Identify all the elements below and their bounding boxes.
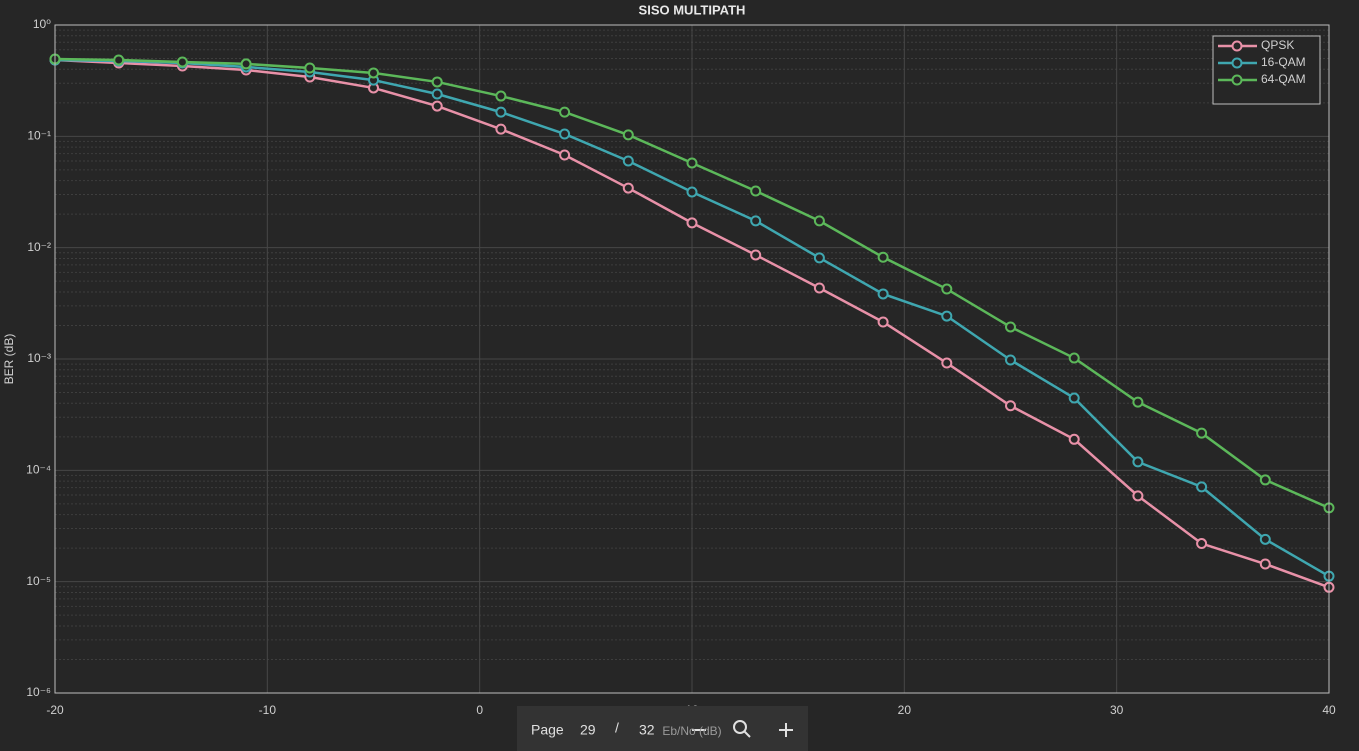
marker bbox=[813, 282, 825, 294]
marker bbox=[750, 185, 762, 197]
y-tick-label: 10⁻⁵ bbox=[26, 574, 51, 588]
page-input[interactable]: 29 bbox=[580, 722, 596, 738]
marker bbox=[559, 128, 571, 140]
marker bbox=[686, 157, 698, 169]
page-toolbar: Page 29 / 32 bbox=[517, 706, 808, 751]
marker bbox=[431, 88, 443, 100]
legend-label: 64-QAM bbox=[1261, 72, 1306, 86]
marker bbox=[1005, 400, 1016, 412]
y-axis-label: BER (dB) bbox=[2, 334, 16, 385]
x-axis-label: Eb/No (dB) bbox=[662, 724, 721, 738]
legend-marker bbox=[1231, 40, 1243, 52]
marker bbox=[813, 252, 825, 264]
x-tick-label: -20 bbox=[46, 703, 64, 717]
y-tick-label: 10⁻³ bbox=[27, 351, 51, 365]
marker bbox=[877, 316, 889, 328]
legend-box bbox=[1212, 35, 1321, 105]
marker bbox=[1259, 558, 1271, 570]
y-tick-label: 10⁻¹ bbox=[27, 129, 51, 143]
marker bbox=[304, 62, 316, 74]
marker bbox=[1068, 433, 1080, 445]
y-tick-label: 10⁰ bbox=[33, 17, 51, 31]
marker bbox=[877, 251, 889, 263]
marker bbox=[1005, 321, 1016, 333]
marker bbox=[1132, 396, 1144, 408]
y-tick-label: 10⁻⁴ bbox=[26, 463, 51, 477]
marker bbox=[240, 58, 252, 70]
marker bbox=[941, 283, 953, 295]
marker bbox=[1259, 533, 1271, 545]
marker bbox=[1068, 392, 1080, 404]
marker bbox=[1196, 427, 1208, 439]
marker bbox=[941, 357, 953, 369]
x-tick-label: 20 bbox=[898, 703, 912, 717]
marker bbox=[941, 310, 953, 322]
lines bbox=[49, 53, 1335, 593]
marker bbox=[686, 186, 698, 198]
legend-label: 16-QAM bbox=[1261, 55, 1306, 69]
y-tick-label: 10⁻⁶ bbox=[26, 685, 51, 699]
zoom-button[interactable] bbox=[733, 720, 751, 738]
legend-label: QPSK bbox=[1261, 38, 1294, 52]
x-tick-label: 0 bbox=[476, 703, 483, 717]
zoom-in-button[interactable] bbox=[779, 723, 793, 737]
marker bbox=[368, 67, 379, 79]
page-label: Page bbox=[531, 722, 564, 738]
marker bbox=[1259, 474, 1271, 486]
marker bbox=[176, 56, 188, 68]
marker bbox=[431, 76, 443, 88]
marker bbox=[495, 90, 507, 102]
legend: QPSK 16-QAM 64-QAM bbox=[1212, 35, 1321, 105]
x-tick-label: 30 bbox=[1110, 703, 1124, 717]
y-tick-label: 10⁻² bbox=[27, 240, 51, 254]
marker bbox=[113, 54, 125, 66]
marker bbox=[559, 106, 571, 118]
marker bbox=[495, 106, 507, 118]
marker bbox=[495, 123, 507, 135]
toolbar-bg bbox=[517, 706, 808, 751]
marker bbox=[750, 249, 762, 261]
marker bbox=[1196, 481, 1208, 493]
marker bbox=[1132, 456, 1144, 468]
x-tick-label: 40 bbox=[1322, 703, 1336, 717]
chart-title: SISO MULTIPATH bbox=[639, 2, 746, 17]
axes-box bbox=[54, 24, 1330, 694]
marker bbox=[1068, 352, 1080, 364]
marker bbox=[622, 182, 634, 194]
marker bbox=[1132, 490, 1144, 502]
marker bbox=[622, 155, 634, 167]
marker bbox=[750, 215, 762, 227]
legend-marker bbox=[1231, 74, 1243, 86]
x-tick-label: -10 bbox=[259, 703, 277, 717]
marker bbox=[686, 217, 698, 229]
page-separator: / bbox=[615, 720, 619, 736]
marker bbox=[1196, 538, 1208, 550]
legend-marker bbox=[1231, 57, 1243, 69]
page-total: 32 bbox=[639, 722, 655, 738]
marker bbox=[813, 215, 825, 227]
marker bbox=[622, 129, 634, 141]
marker bbox=[1005, 354, 1016, 366]
marker bbox=[877, 288, 889, 300]
marker bbox=[559, 149, 571, 161]
marker bbox=[431, 100, 443, 112]
grid: 10⁻⁶10⁻⁵10⁻⁴10⁻³10⁻²10⁻¹10⁰-20-100102030… bbox=[26, 17, 1336, 717]
